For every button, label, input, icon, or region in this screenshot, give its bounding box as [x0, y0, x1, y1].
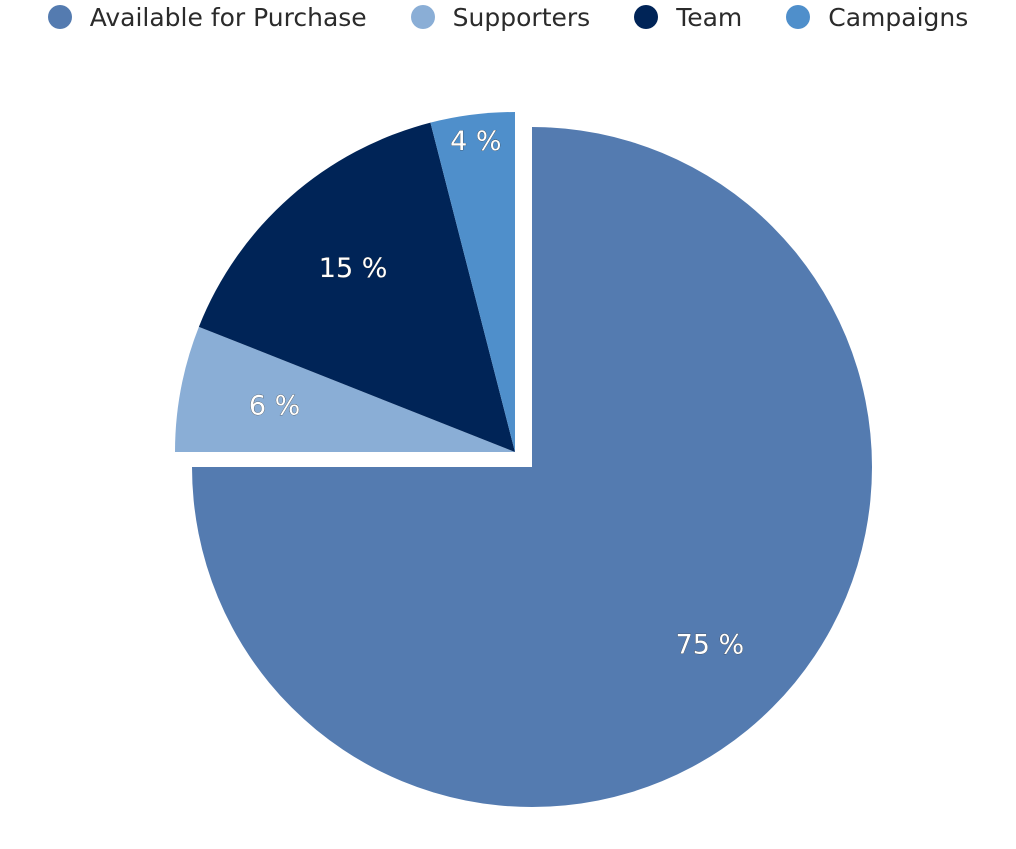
pie-slice-team[interactable]: [198, 122, 516, 452]
legend-swatch: [634, 5, 659, 29]
data-label-campaigns: 4 %: [450, 126, 501, 157]
legend-swatch: [410, 5, 435, 29]
data-label-team: 15 %: [319, 253, 388, 284]
pie-slice-supporters[interactable]: [175, 326, 515, 452]
pie-slice-campaigns[interactable]: [430, 112, 515, 452]
legend-swatch: [47, 5, 72, 29]
data-label-available-for-purchase: 75 %: [676, 629, 745, 660]
legend: Available for Purchase Supporters Team C…: [0, 0, 1016, 34]
legend-item-available-for-purchase[interactable]: Available for Purchase: [47, 2, 367, 32]
pie-slice-available-for-purchase[interactable]: [192, 127, 872, 807]
legend-swatch: [786, 5, 811, 29]
legend-item-supporters[interactable]: Supporters: [410, 2, 591, 32]
legend-label: Supporters: [452, 2, 591, 32]
legend-item-campaigns[interactable]: Campaigns: [786, 3, 968, 32]
data-label-supporters: 6 %: [249, 391, 300, 422]
legend-label: Team: [676, 2, 743, 32]
legend-label: Available for Purchase: [89, 2, 367, 32]
legend-label: Campaigns: [828, 2, 969, 32]
legend-item-team[interactable]: Team: [634, 3, 742, 32]
